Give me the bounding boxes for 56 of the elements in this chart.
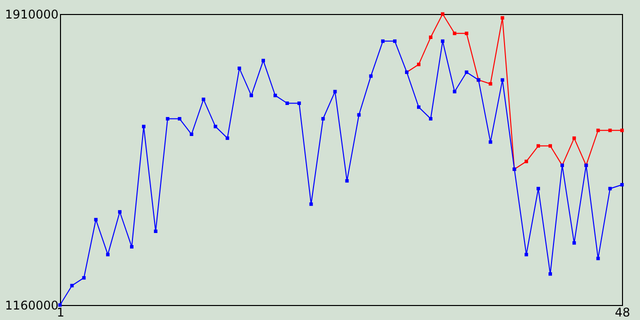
point — [548, 144, 552, 148]
point — [309, 202, 313, 206]
point — [226, 136, 230, 140]
point — [428, 117, 432, 120]
point — [572, 241, 576, 245]
y-tick-label: 1160000 — [5, 298, 58, 312]
point — [166, 117, 170, 120]
point — [596, 256, 600, 260]
point — [572, 136, 576, 140]
point — [393, 39, 397, 43]
y-tick-label: 1910000 — [5, 8, 58, 22]
x-tick-label: 48 — [614, 306, 630, 320]
point — [321, 117, 325, 120]
point — [154, 230, 158, 234]
point — [94, 218, 98, 222]
point — [142, 124, 146, 128]
point — [190, 132, 194, 136]
point — [345, 179, 349, 183]
point — [608, 186, 612, 190]
point — [274, 94, 277, 98]
point — [524, 160, 528, 164]
point — [464, 32, 468, 36]
point — [500, 16, 504, 20]
point — [357, 113, 361, 117]
point — [488, 82, 492, 86]
point — [369, 74, 373, 78]
point — [464, 70, 468, 74]
point — [536, 144, 540, 148]
point — [500, 78, 504, 82]
point — [106, 252, 110, 256]
point — [214, 124, 218, 128]
point — [333, 90, 337, 94]
point — [452, 90, 456, 94]
point — [70, 284, 74, 288]
point — [608, 128, 612, 132]
point — [178, 117, 182, 120]
point — [130, 245, 134, 249]
point — [82, 276, 86, 280]
point — [297, 102, 301, 105]
point — [381, 39, 385, 43]
point — [488, 140, 492, 144]
point — [250, 94, 254, 98]
point — [285, 102, 289, 105]
point — [416, 105, 420, 109]
point — [238, 66, 242, 70]
point — [262, 58, 266, 62]
point — [118, 210, 122, 214]
point — [596, 128, 600, 132]
point — [524, 252, 528, 256]
point — [536, 186, 540, 190]
point — [428, 36, 432, 40]
point — [548, 272, 552, 276]
x-tick-label: 1 — [56, 306, 64, 320]
point — [452, 32, 456, 36]
point — [440, 39, 444, 43]
point — [416, 62, 420, 66]
